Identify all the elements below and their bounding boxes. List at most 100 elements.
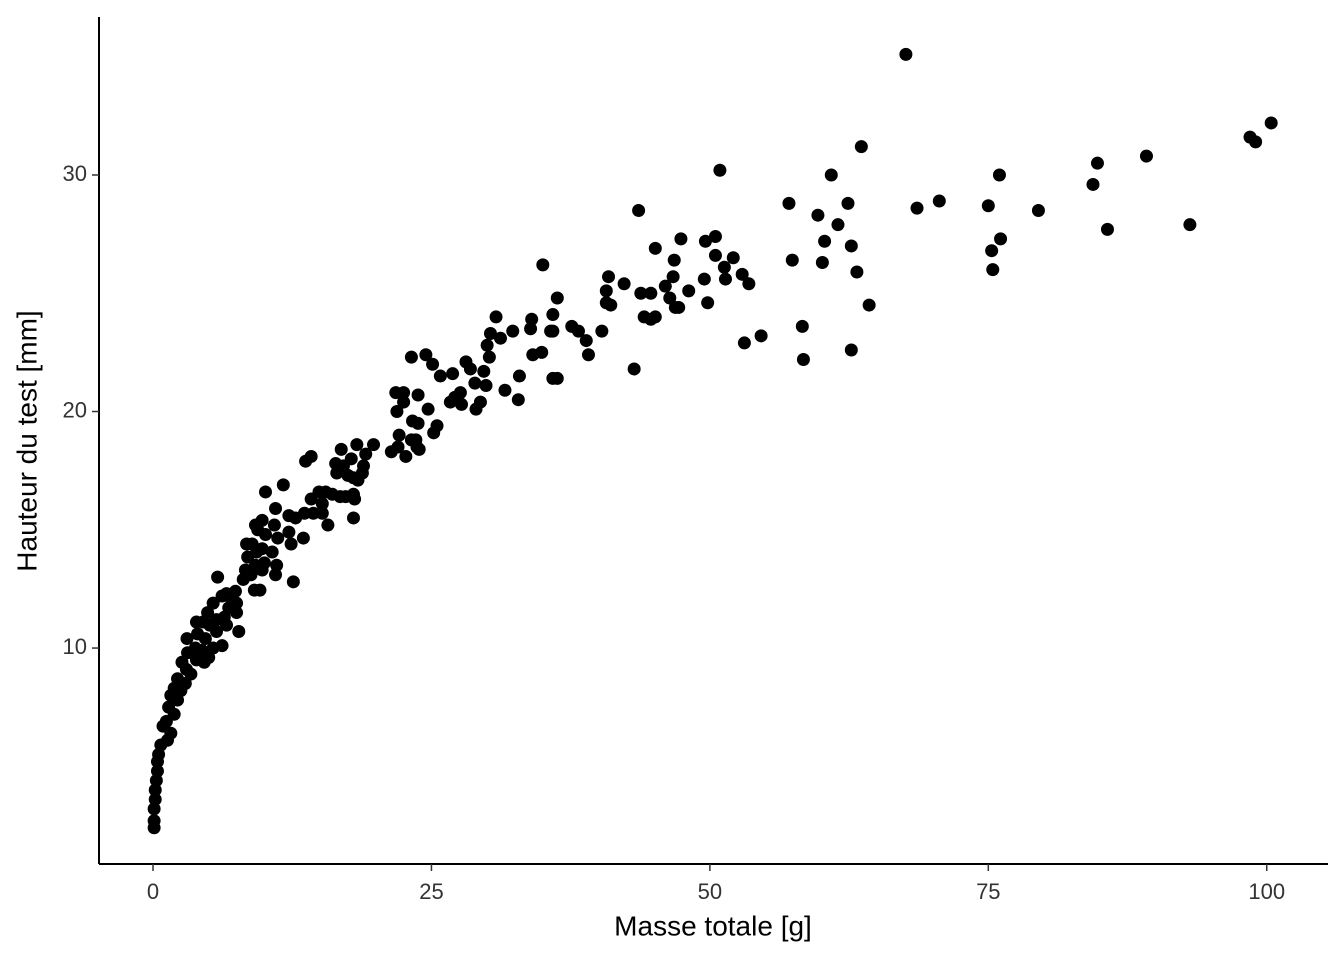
point: [841, 196, 855, 210]
point: [581, 348, 595, 362]
point: [397, 386, 411, 400]
point: [359, 447, 373, 461]
point: [994, 232, 1008, 246]
point: [844, 343, 858, 357]
point: [737, 336, 751, 350]
point: [506, 324, 520, 338]
point: [269, 502, 283, 516]
point: [334, 442, 348, 456]
point: [672, 300, 686, 314]
point: [627, 362, 641, 376]
point: [489, 310, 503, 324]
point: [198, 632, 212, 646]
point: [286, 575, 300, 589]
point: [306, 506, 320, 520]
point: [206, 596, 220, 610]
point: [644, 286, 658, 300]
point: [304, 492, 318, 506]
point: [443, 395, 457, 409]
point: [367, 438, 381, 452]
point: [220, 618, 234, 632]
point: [512, 369, 526, 383]
point: [296, 531, 310, 545]
point: [390, 405, 404, 419]
point: [536, 258, 550, 272]
point: [1100, 222, 1114, 236]
point: [910, 201, 924, 215]
point: [663, 291, 677, 305]
point: [189, 615, 203, 629]
point: [269, 568, 283, 582]
point: [717, 260, 731, 274]
point: [482, 350, 496, 364]
point: [421, 402, 435, 416]
x-tick-label: 100: [1248, 879, 1285, 904]
point: [150, 755, 164, 769]
point: [341, 468, 355, 482]
point: [184, 667, 198, 681]
point: [321, 518, 335, 532]
point: [315, 506, 329, 520]
point: [315, 497, 329, 511]
point: [546, 371, 560, 385]
point: [148, 792, 162, 806]
point: [455, 397, 469, 411]
point: [899, 47, 913, 61]
point: [1139, 149, 1153, 163]
point: [985, 244, 999, 258]
point: [180, 632, 194, 646]
point: [351, 473, 365, 487]
point: [1249, 135, 1263, 149]
point: [713, 163, 727, 177]
point: [698, 234, 712, 248]
point: [230, 606, 244, 620]
point: [708, 229, 722, 243]
point: [232, 624, 246, 638]
point: [674, 232, 688, 246]
point: [426, 357, 440, 371]
point: [419, 348, 433, 362]
point: [824, 168, 838, 182]
point: [333, 490, 347, 504]
point: [299, 454, 313, 468]
point: [735, 267, 749, 281]
point: [236, 572, 250, 586]
point: [785, 253, 799, 267]
point: [818, 234, 832, 248]
point: [253, 583, 267, 597]
point: [346, 511, 360, 525]
point: [1264, 116, 1278, 130]
point: [493, 331, 507, 345]
point: [1031, 203, 1045, 217]
point: [479, 379, 493, 393]
point: [276, 478, 290, 492]
point: [412, 442, 426, 456]
point: [468, 376, 482, 390]
point: [446, 367, 460, 381]
point: [526, 348, 540, 362]
point: [604, 298, 618, 312]
point: [658, 279, 672, 293]
x-tick-label: 50: [698, 879, 722, 904]
point: [197, 655, 211, 669]
point: [602, 270, 616, 284]
point: [284, 537, 298, 551]
point: [148, 783, 162, 797]
point: [579, 334, 593, 348]
point: [854, 140, 868, 154]
point: [259, 485, 273, 499]
point: [348, 492, 362, 506]
point: [524, 322, 538, 336]
x-tick-label: 0: [147, 879, 159, 904]
point: [667, 253, 681, 267]
point: [433, 369, 447, 383]
point: [330, 466, 344, 480]
point: [1090, 156, 1104, 170]
point: [666, 270, 680, 284]
point: [682, 284, 696, 298]
point: [498, 383, 512, 397]
point: [648, 310, 662, 324]
point: [697, 272, 711, 286]
point: [149, 774, 163, 788]
point: [392, 428, 406, 442]
